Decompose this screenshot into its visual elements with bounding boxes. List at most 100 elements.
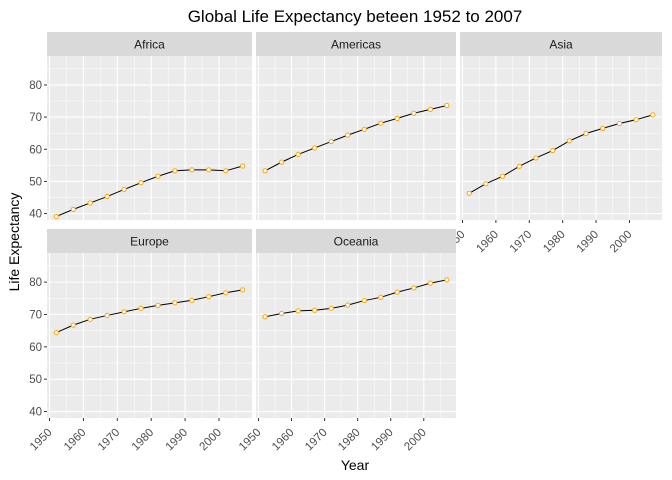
panel-background — [47, 56, 252, 220]
strip-label: Africa — [134, 38, 165, 52]
data-point — [600, 125, 606, 131]
data-point — [444, 102, 450, 109]
data-point — [189, 167, 195, 173]
x-tick-label: 1990 — [369, 427, 396, 454]
series-line — [56, 289, 243, 334]
x-tick-label: 2000 — [402, 427, 429, 454]
x-axis-title: Year — [341, 457, 370, 473]
x-tick-label: 1960 — [474, 229, 501, 256]
data-point — [138, 180, 144, 186]
panel-americas: Americas — [256, 32, 456, 220]
data-point — [172, 300, 178, 306]
x-tick-label: 1950 — [28, 427, 55, 454]
data-point — [279, 159, 285, 165]
data-point — [361, 297, 367, 304]
panel-background — [460, 56, 662, 220]
data-point — [312, 145, 318, 151]
y-tick-label: 80 — [29, 277, 42, 289]
y-tick-label: 40 — [29, 209, 42, 221]
data-point — [378, 294, 384, 300]
data-point — [87, 316, 93, 322]
y-tick-label: 70 — [29, 112, 42, 124]
x-tick-label: 1980 — [130, 427, 157, 454]
data-point — [345, 302, 351, 308]
x-tick-label: 1960 — [270, 427, 297, 454]
data-point — [394, 115, 400, 121]
data-point — [650, 112, 656, 118]
data-point — [550, 147, 556, 154]
strip-background — [47, 229, 252, 253]
x-tick-label: 2000 — [608, 229, 635, 256]
data-point — [223, 168, 229, 174]
x-tick-label: 1970 — [508, 229, 535, 256]
data-point — [87, 200, 93, 206]
strip-label: Asia — [549, 38, 573, 52]
data-point — [427, 280, 433, 286]
data-point — [240, 163, 246, 169]
data-point — [262, 168, 268, 174]
strip-label: Americas — [331, 38, 381, 52]
panel-background — [256, 253, 456, 418]
data-point — [138, 305, 144, 311]
data-point — [616, 120, 623, 127]
panel-background — [47, 253, 252, 418]
data-point — [121, 309, 127, 315]
strip-background — [256, 229, 456, 253]
data-point — [328, 305, 334, 311]
data-point — [583, 130, 589, 137]
data-point — [328, 138, 334, 145]
data-point — [53, 329, 59, 336]
strip-background — [460, 32, 662, 56]
data-point — [262, 314, 268, 320]
data-point — [516, 163, 522, 169]
x-tick-label: 1980 — [336, 427, 363, 454]
y-tick-label: 50 — [29, 374, 42, 386]
data-point — [240, 287, 246, 293]
data-point — [70, 322, 76, 328]
x-tick-label: 1960 — [62, 427, 89, 454]
series-line — [56, 165, 243, 217]
facet-panels: Africa4050607080AmericasAsia195019601970… — [28, 32, 662, 453]
data-point — [206, 294, 212, 300]
x-tick-label: 1990 — [575, 229, 602, 256]
x-tick-label: 1950 — [237, 427, 264, 454]
data-point — [155, 173, 161, 179]
y-tick-label: 80 — [29, 80, 42, 92]
data-point — [70, 206, 76, 212]
y-tick-label: 60 — [29, 342, 42, 354]
data-point — [279, 310, 285, 317]
panel-asia: Asia195019601970198019902000 — [441, 32, 662, 255]
data-point — [466, 190, 472, 196]
data-point — [295, 308, 301, 314]
data-point — [206, 167, 212, 173]
data-point — [411, 285, 417, 291]
x-tick-label: 1980 — [541, 229, 568, 256]
data-point — [427, 106, 433, 112]
data-point — [361, 126, 367, 132]
data-point — [345, 132, 351, 138]
data-point — [121, 186, 127, 193]
strip-label: Oceania — [334, 235, 379, 249]
series-line — [264, 105, 448, 172]
panel-background — [256, 56, 456, 220]
series-line — [468, 114, 653, 194]
x-tick-label: 1970 — [303, 427, 330, 454]
data-point — [53, 213, 59, 220]
panel-africa: Africa 40 50 60 70 80 — [29, 32, 252, 221]
data-point — [411, 110, 417, 116]
data-point — [223, 290, 229, 296]
y-tick-label: 60 — [29, 144, 42, 156]
strip-background — [256, 32, 456, 56]
data-point — [394, 289, 400, 295]
data-point — [155, 302, 161, 309]
data-point — [104, 193, 110, 200]
chart-title: Global Life Expectancy beteen 1952 to 20… — [188, 7, 523, 26]
data-point — [104, 312, 110, 319]
strip-label: Europe — [130, 235, 169, 249]
panel-europe: Europe 40 50 60 70 80 1950 1960 1970 1980 1990 2000 — [28, 229, 252, 453]
data-point — [533, 155, 539, 161]
y-tick-label: 40 — [29, 407, 42, 419]
data-point — [172, 168, 178, 174]
strip-background — [47, 32, 252, 56]
